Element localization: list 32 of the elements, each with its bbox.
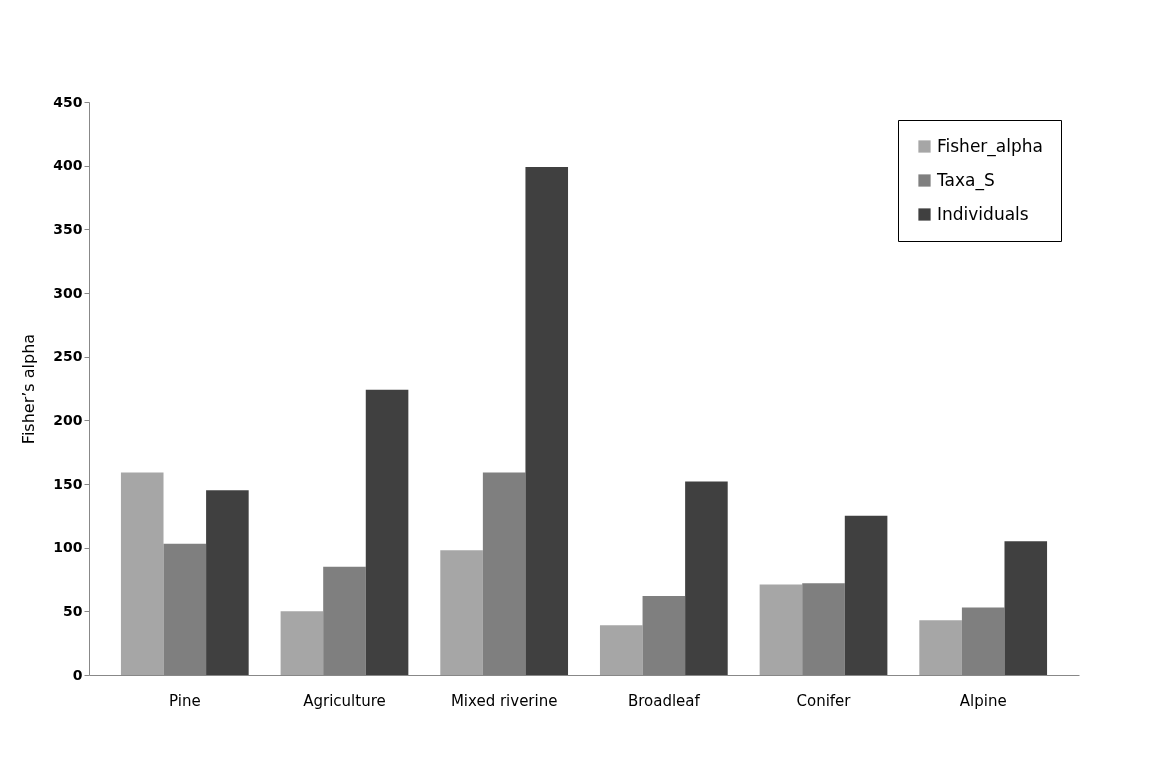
- bar: [919, 620, 962, 675]
- bar: [759, 584, 803, 675]
- x-tick-label: Pine: [168, 691, 201, 710]
- bar: [280, 611, 324, 675]
- y-tick-label: 300: [53, 284, 83, 301]
- bar: [365, 389, 409, 675]
- legend-label: Fisher_alpha: [937, 135, 1043, 157]
- x-tick-label: Alpine: [959, 691, 1007, 710]
- bar: [440, 550, 483, 675]
- bar: [844, 515, 888, 675]
- bar: [685, 481, 728, 675]
- y-tick-label: 150: [53, 475, 83, 492]
- y-tick-label: 450: [53, 93, 83, 110]
- y-tick-label: 100: [53, 539, 83, 556]
- y-tick-label: 200: [53, 411, 83, 428]
- y-tick-label: 0: [72, 666, 83, 683]
- legend-label: Taxa_S: [936, 169, 995, 191]
- y-tick-label: 50: [63, 602, 83, 619]
- bar: [120, 472, 164, 675]
- bar: [1004, 541, 1048, 675]
- y-tick-label: 250: [53, 348, 83, 365]
- bar: [599, 625, 643, 675]
- x-tick-label: Agriculture: [303, 691, 386, 710]
- y-tick-label: 400: [53, 157, 83, 174]
- x-tick-label: Conifer: [796, 691, 852, 710]
- x-tick-label: Broadleaf: [627, 691, 701, 710]
- bar: [525, 166, 569, 675]
- x-tick-label: Mixed riverine: [450, 691, 558, 710]
- y-axis-title: Fisher’s alpha: [19, 333, 39, 445]
- bar: [206, 490, 249, 675]
- legend-label: Individuals: [937, 203, 1029, 224]
- y-tick-label: 350: [53, 220, 83, 237]
